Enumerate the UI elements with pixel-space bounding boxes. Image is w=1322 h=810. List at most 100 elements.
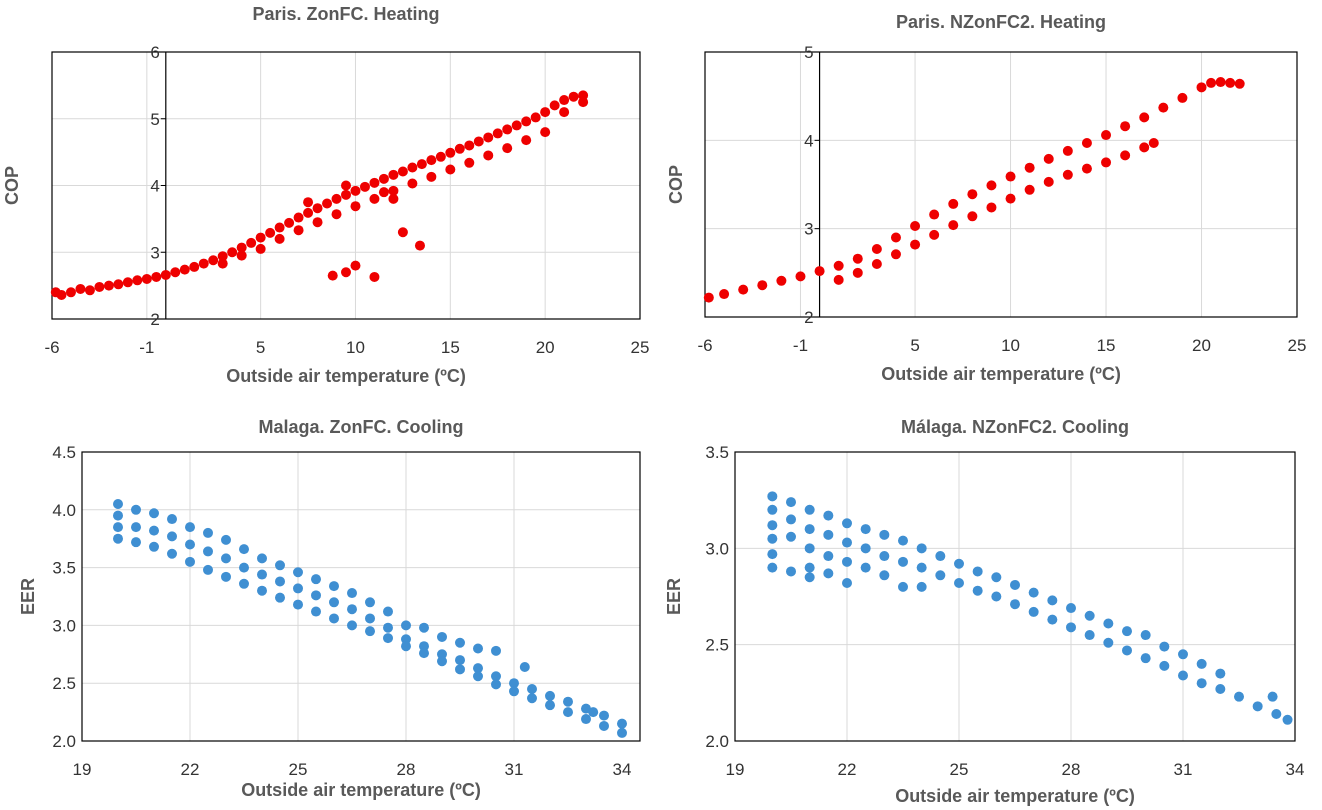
chart-0-data-point xyxy=(246,237,257,248)
chart-2-data-point xyxy=(491,645,501,656)
chart-malaga-zonfc: 19 22 25 28 31 34 2.0 2.5 3.0 3.5 4.0 4.5 Malaga. Zo… xyxy=(18,417,641,800)
chart-0-data-point xyxy=(255,232,266,243)
chart-2-data-point xyxy=(383,622,393,633)
chart-0-x-tick-label: 15 xyxy=(441,338,460,357)
chart-1-y-axis-label: COP xyxy=(666,165,686,204)
chart-3-data-point xyxy=(898,535,908,546)
chart-0-data-point xyxy=(284,217,295,228)
chart-0-data-point xyxy=(227,247,238,258)
chart-1-data-point xyxy=(795,271,806,282)
chart-2-data-point xyxy=(203,546,213,557)
chart-3-data-point xyxy=(823,529,834,540)
chart-2-data-point xyxy=(113,533,123,544)
chart-1-x-tick-label: 15 xyxy=(1097,336,1116,355)
chart-2-x-tick-label: 22 xyxy=(181,760,200,779)
chart-3-data-point xyxy=(1159,660,1170,671)
chart-0-data-point xyxy=(464,140,475,151)
chart-0-data-point xyxy=(549,100,560,111)
chart-0-data-point xyxy=(483,132,494,143)
chart-paris-zonfc: -6 -1 5 10 15 20 25 2 3 4 5 6 Paris. ZonFC. Heating O… xyxy=(2,4,649,386)
chart-3-data-point xyxy=(1140,630,1151,641)
chart-1-data-point xyxy=(929,209,940,220)
chart-2-data-point xyxy=(185,522,195,533)
chart-2-plot-frame xyxy=(81,451,641,742)
chart-2-data-point xyxy=(185,556,195,567)
chart-2-data-point xyxy=(311,606,321,617)
chart-0-x-axis-label: Outside air temperature (ºC) xyxy=(226,366,466,386)
chart-3-data-point xyxy=(823,510,834,521)
chart-2-data-point xyxy=(149,525,159,536)
chart-0-y-tick-label: 4 xyxy=(150,177,159,196)
chart-2-points xyxy=(113,499,627,738)
chart-2-data-point xyxy=(293,599,303,610)
chart-3-data-point xyxy=(1084,610,1095,621)
chart-3-x-tick-label: 22 xyxy=(838,760,857,779)
chart-3-data-point xyxy=(879,570,890,581)
chart-3-data-point xyxy=(1271,709,1282,720)
chart-0-data-point xyxy=(369,193,380,204)
chart-3-data-point xyxy=(991,591,1002,602)
chart-0-data-point xyxy=(426,171,437,182)
chart-2-y-tick-label: 4.5 xyxy=(52,443,76,462)
chart-0-data-point xyxy=(132,275,143,286)
chart-3-data-point xyxy=(916,543,927,554)
chart-1-data-point xyxy=(703,292,714,303)
chart-2-data-point xyxy=(221,553,231,564)
chart-2-data-point xyxy=(599,710,609,721)
chart-0-data-point xyxy=(578,97,589,108)
chart-0-data-point xyxy=(540,107,551,118)
chart-3-data-point xyxy=(1215,683,1226,694)
chart-1-y-tick-label: 5 xyxy=(804,43,813,62)
chart-3-y-tick-label: 2.5 xyxy=(705,636,729,655)
chart-0-data-point xyxy=(331,193,342,204)
chart-1-data-point xyxy=(1081,163,1092,174)
chart-0-data-point xyxy=(445,147,456,158)
chart-3-y-axis-label: EER xyxy=(664,578,684,615)
chart-3-data-point xyxy=(1084,630,1095,641)
chart-0-data-point xyxy=(341,189,351,200)
chart-0-data-point xyxy=(56,289,67,300)
chart-1-data-point xyxy=(1024,184,1035,195)
chart-0-data-point xyxy=(113,279,124,290)
chart-2-data-point xyxy=(239,578,249,589)
chart-2-data-point xyxy=(275,576,285,587)
chart-3-data-point xyxy=(786,566,796,577)
chart-0-data-point xyxy=(568,91,579,102)
chart-2-data-point xyxy=(617,727,627,738)
chart-0-data-point xyxy=(483,150,494,161)
chart-1-data-point xyxy=(890,232,901,243)
chart-0-data-point xyxy=(369,271,380,282)
chart-2-y-tick-label: 3.0 xyxy=(52,616,76,635)
chart-3-y-tick-label: 2.0 xyxy=(705,732,729,751)
chart-2-data-point xyxy=(131,537,141,548)
chart-2-data-point xyxy=(563,696,573,707)
chart-0-data-point xyxy=(502,124,513,135)
chart-2-data-point xyxy=(257,553,267,564)
chart-0-data-point xyxy=(84,285,95,296)
chart-3-data-point xyxy=(972,585,983,596)
chart-3-y-tick-label: 3.0 xyxy=(705,539,729,558)
chart-1-data-point xyxy=(948,220,959,231)
chart-1-data-point xyxy=(833,260,844,271)
chart-0-data-point xyxy=(388,193,399,204)
chart-3-x-tick-label: 28 xyxy=(1062,760,1081,779)
chart-2-y-tick-label: 3.5 xyxy=(52,559,76,578)
chart-3-data-point xyxy=(991,572,1002,583)
chart-0-data-point xyxy=(521,135,532,146)
chart-3-x-tick-label: 25 xyxy=(950,760,969,779)
chart-paris-nzonfc2: -6 -1 5 10 15 20 25 2 3 4 5 Paris. NZonFC2. Heating… xyxy=(666,12,1306,384)
chart-3-data-point xyxy=(898,556,908,567)
chart-2-data-point xyxy=(588,707,599,718)
chart-3-data-point xyxy=(1028,606,1039,617)
chart-0-y-tick-label: 3 xyxy=(150,243,159,262)
chart-3-data-point xyxy=(935,570,946,581)
chart-0-x-tick-label: -1 xyxy=(139,338,154,357)
chart-0-data-point xyxy=(378,187,389,198)
chart-3-data-point xyxy=(842,537,852,548)
chart-3-data-point xyxy=(823,551,834,562)
chart-1-data-point xyxy=(967,189,978,200)
chart-2-data-point xyxy=(401,620,411,631)
chart-3-plot-frame xyxy=(734,451,1296,742)
chart-3-data-point xyxy=(916,562,927,573)
